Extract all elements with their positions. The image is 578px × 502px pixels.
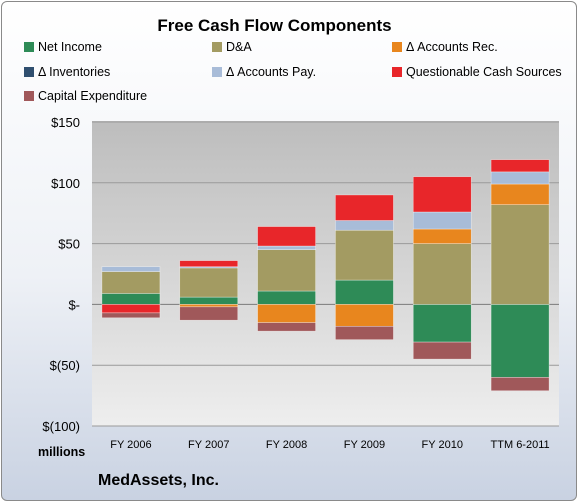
bars [101, 159, 550, 392]
legend-item-accounts-rec: Δ Accounts Rec. [392, 40, 498, 54]
x-tick-label: FY 2009 [344, 439, 385, 451]
bar-segment [335, 279, 394, 305]
y-tick-label: $50 [58, 237, 80, 252]
y-tick-label: $(50) [50, 358, 80, 373]
bar-segment [179, 260, 239, 268]
legend-label: Capital Expenditure [38, 89, 148, 103]
bar-segment [257, 322, 316, 332]
legend-label: Net Income [38, 40, 102, 54]
y-tick-label: $(100) [42, 419, 80, 434]
bar-segment [335, 194, 394, 221]
x-tick-labels: FY 2006 FY 2007 FY 2008 FY 2009 FY 2010 TTM 6… [110, 439, 549, 451]
x-tick-label: FY 2007 [188, 439, 229, 451]
legend-swatch [24, 67, 34, 77]
bar-segment [257, 245, 316, 250]
bar-segment [412, 341, 472, 360]
x-tick-label: TTM 6-2011 [491, 439, 550, 451]
bar-segment [101, 266, 161, 272]
bar-segment [101, 271, 161, 294]
bar-segment [335, 229, 394, 281]
legend-item-accounts-pay: Δ Accounts Pay. [212, 65, 316, 79]
legend-item-capex: Capital Expenditure [24, 89, 147, 103]
legend-label: Δ Accounts Rec. [406, 40, 498, 54]
bar-segment [257, 249, 316, 292]
y-tick-label: $150 [51, 115, 80, 130]
bar-segment [257, 226, 316, 247]
gridlines [92, 121, 559, 427]
bar-segment [490, 204, 550, 305]
bar-segment [335, 220, 394, 231]
bar-segment [179, 267, 239, 298]
bar-segment [490, 171, 550, 185]
legend-label: Questionable Cash Sources [406, 65, 562, 79]
legend-swatch [392, 42, 402, 52]
y-tick-label: $- [68, 297, 80, 312]
units-label: millions [38, 445, 86, 459]
legend-label: Δ Inventories [38, 65, 111, 79]
bar-segment [101, 293, 161, 305]
bar-segment [335, 304, 394, 327]
legend-label: D&A [226, 40, 252, 54]
bar-segment [490, 159, 550, 173]
bar-segment [101, 304, 161, 314]
legend-item-questionable-cash: Questionable Cash Sources [392, 65, 562, 79]
bar-segment [412, 211, 472, 230]
legend-item-da: D&A [212, 40, 252, 54]
legend-item-net-income: Net Income [24, 40, 102, 54]
company-name: MedAssets, Inc. [98, 472, 219, 489]
bar-segment [179, 304, 239, 308]
bar-segment [257, 290, 316, 305]
bar-segment [490, 183, 550, 205]
legend-swatch [212, 67, 222, 77]
x-tick-label: FY 2008 [266, 439, 307, 451]
bar-segment [335, 325, 394, 340]
legend-swatch [392, 67, 402, 77]
bar-segment [257, 304, 316, 323]
bar-segment [412, 243, 472, 305]
legend-label: Δ Accounts Pay. [226, 65, 317, 79]
plot-background [92, 121, 559, 426]
legend-swatch [212, 42, 222, 52]
legend-item-inventories: Δ Inventories [24, 65, 110, 79]
legend-swatch [24, 42, 34, 52]
x-tick-label: FY 2010 [422, 439, 463, 451]
bar-segment [490, 377, 550, 392]
chart-title: Free Cash Flow Components [157, 16, 392, 35]
y-tick-labels: $150 $100 $50 $- $(50) $(100) [42, 115, 80, 434]
bar-segment [412, 176, 472, 213]
bar-segment [412, 304, 472, 343]
legend-swatch [24, 91, 34, 101]
bar-segment [412, 228, 472, 244]
x-tick-label: FY 2006 [110, 439, 151, 451]
bar-segment [179, 296, 239, 305]
bar-segment [490, 304, 550, 378]
bar-segment [101, 312, 161, 319]
y-tick-label: $100 [51, 176, 80, 191]
bar-segment [179, 306, 239, 321]
